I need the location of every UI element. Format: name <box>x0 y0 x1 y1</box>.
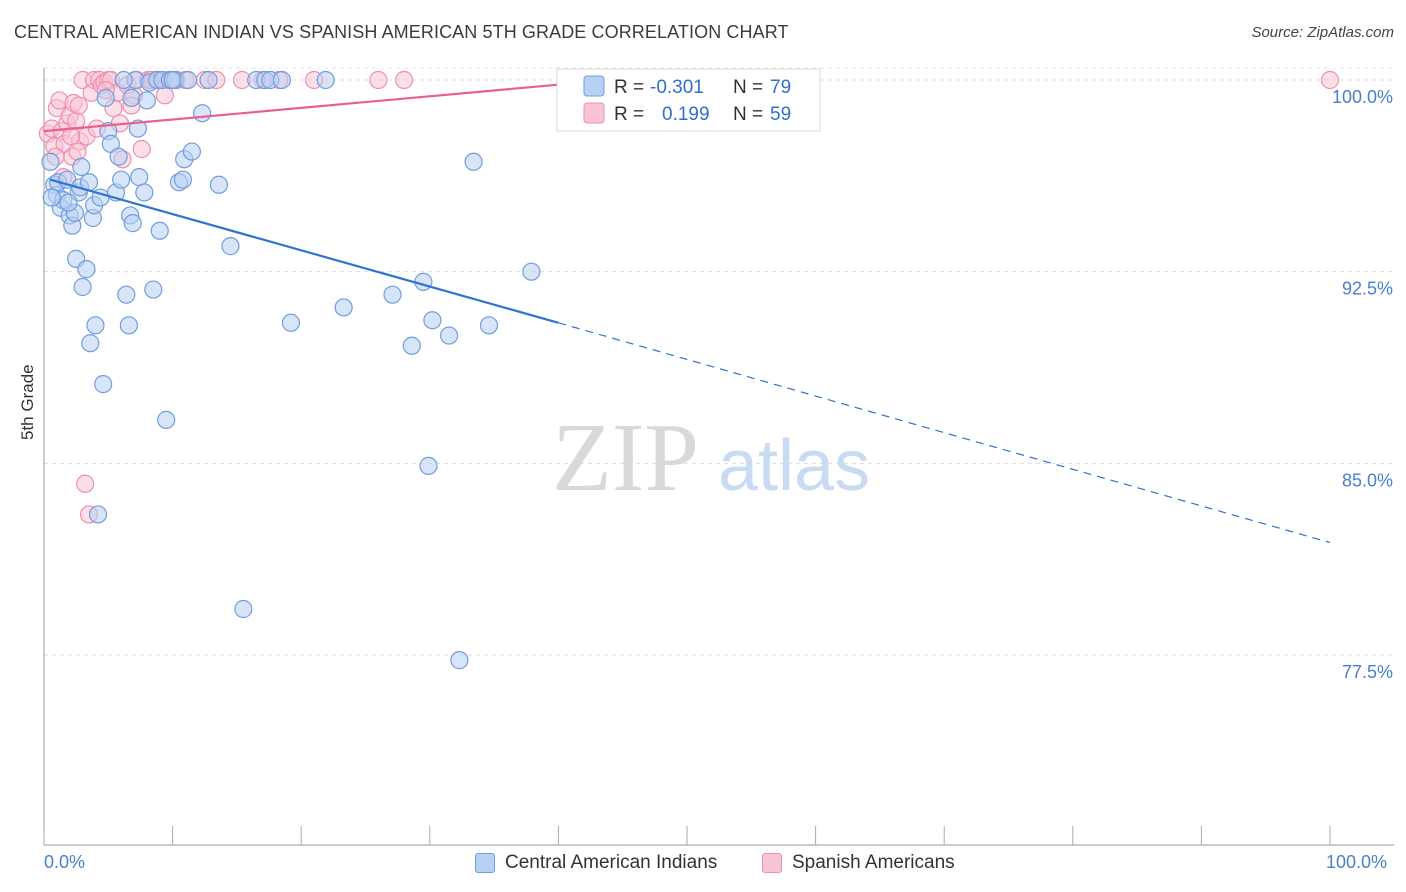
central-american-indians-point <box>423 311 442 330</box>
central-american-indians-point <box>464 152 483 171</box>
central-american-indians-point <box>112 170 131 189</box>
central-american-indians-point <box>178 70 198 90</box>
central-american-indians-point <box>42 188 61 207</box>
central-american-indians-point <box>150 221 169 240</box>
spanish-americans-point <box>1320 70 1340 90</box>
source-label: Source: ZipAtlas.com <box>1251 24 1394 41</box>
central-american-indians-point <box>479 316 499 335</box>
central-american-indians-point <box>234 599 253 619</box>
spanish-americans-point <box>369 70 388 90</box>
central-american-indians-point <box>128 119 147 138</box>
central-american-indians-point <box>77 260 96 279</box>
legend-label-spanish-americans: Spanish Americans <box>792 852 955 873</box>
central-american-indians-point <box>81 334 100 353</box>
central-american-indians-point <box>144 280 163 299</box>
stats-r-value-pink: 0.199 <box>662 104 710 125</box>
central-american-indians-point <box>414 272 433 291</box>
central-american-indians-point <box>402 336 421 355</box>
central-american-indians-point <box>73 277 92 297</box>
central-american-indians-point <box>173 170 192 189</box>
stats-n-label-pink: N = <box>733 104 763 125</box>
y-tick-label: 85.0% <box>1342 470 1393 490</box>
stats-n-label-blue: N = <box>733 77 763 98</box>
central-american-indians-point <box>41 152 60 171</box>
y-tick-label: 77.5% <box>1342 662 1393 682</box>
spanish-americans-point <box>68 142 87 161</box>
stats-r-label-pink: R = <box>614 104 644 125</box>
legend-item-central-american-indians: Central American Indians <box>475 852 717 874</box>
central-american-indians-point <box>122 88 141 107</box>
central-american-indians-point <box>94 375 113 394</box>
y-tick-label: 100.0% <box>1332 87 1393 107</box>
central-american-indians-point <box>109 147 128 166</box>
central-american-indians-point <box>123 214 142 233</box>
central-american-indians-point <box>383 285 402 304</box>
x-tick-label-max: 100.0% <box>1326 852 1388 872</box>
central-american-indians-point <box>119 316 138 335</box>
central-american-indians-point <box>96 88 115 107</box>
central-american-indians-point <box>157 410 176 429</box>
legend-label-central-american-indians: Central American Indians <box>505 852 718 873</box>
y-tick-labels: 100.0% 92.5% 85.0% 77.5% <box>1332 87 1393 682</box>
central-american-indians-point <box>135 183 154 202</box>
series-legend: Central American Indians Spanish America… <box>0 852 1406 878</box>
central-american-indians-point <box>439 326 459 345</box>
trend-line-central-american-indians-extension <box>558 322 1331 544</box>
spanish-americans-point <box>69 96 88 115</box>
central-american-indians-point <box>86 316 105 335</box>
central-american-indians-point <box>88 505 108 524</box>
central-american-indians-points <box>41 70 541 670</box>
stats-legend: R = -0.301 N = 79 R = 0.199 N = 59 <box>556 68 821 132</box>
stats-r-label-blue: R = <box>614 77 644 98</box>
watermark-atlas: atlas <box>718 426 870 506</box>
central-american-indians-point <box>419 456 438 475</box>
zipatlas-watermark: ZIP atlas <box>552 404 870 512</box>
central-american-indians-point <box>182 142 201 161</box>
central-american-indians-point <box>316 70 335 90</box>
spanish-americans-point <box>394 70 414 90</box>
y-tick-label: 92.5% <box>1342 279 1393 299</box>
spanish-americans-point <box>132 139 151 159</box>
x-tick-label-min: 0.0% <box>44 852 86 872</box>
stats-swatch-pink <box>583 102 605 124</box>
legend-swatch-pink <box>762 853 782 873</box>
trend-line-central-american-indians <box>50 178 559 324</box>
central-american-indians-point <box>221 237 240 256</box>
legend-swatch-blue <box>475 853 495 873</box>
central-american-indians-point <box>450 651 469 670</box>
watermark-zip: ZIP <box>552 404 699 512</box>
central-american-indians-point <box>137 91 156 110</box>
central-american-indians-point <box>193 104 212 123</box>
stats-r-value-blue: -0.301 <box>650 77 704 98</box>
central-american-indians-point <box>281 313 301 332</box>
x-ticks <box>43 826 1331 845</box>
y-axis-title: 5th Grade <box>18 364 37 440</box>
legend-item-spanish-americans: Spanish Americans <box>762 852 955 874</box>
central-american-indians-point <box>334 298 353 317</box>
central-american-indians-point <box>163 70 182 90</box>
central-american-indians-point <box>522 262 541 281</box>
central-american-indians-point <box>272 70 292 90</box>
stats-swatch-blue <box>583 75 605 97</box>
central-american-indians-point <box>117 285 136 304</box>
grid-lines <box>44 67 1394 656</box>
central-american-indians-point <box>130 168 149 187</box>
trend-lines <box>43 78 1331 544</box>
central-american-indians-point <box>72 157 91 176</box>
central-american-indians-point <box>114 70 133 90</box>
central-american-indians-point <box>199 70 218 90</box>
spanish-americans-point <box>155 86 174 105</box>
spanish-americans-point <box>76 474 95 493</box>
central-american-indians-point <box>59 193 78 212</box>
chart-title: CENTRAL AMERICAN INDIAN VS SPANISH AMERI… <box>14 22 789 42</box>
trend-line-spanish-americans <box>43 78 610 133</box>
stats-n-value-pink: 59 <box>770 104 791 125</box>
stats-n-value-blue: 79 <box>770 77 791 98</box>
central-american-indians-point <box>209 175 228 194</box>
